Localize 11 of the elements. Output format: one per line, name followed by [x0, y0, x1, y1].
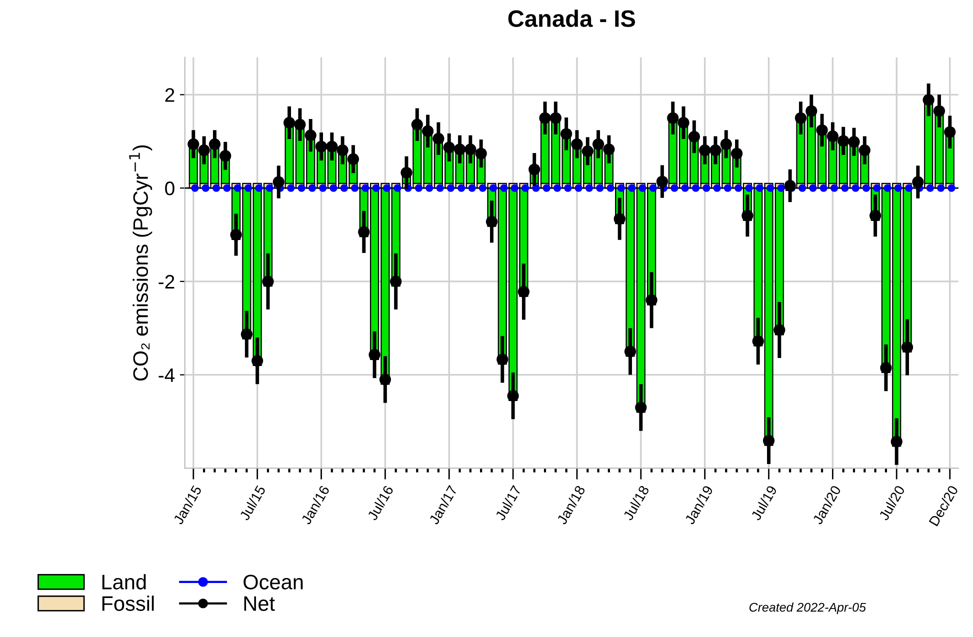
legend-label: Net [244, 596, 275, 611]
chart-title: Canada - IS [508, 10, 636, 28]
legend-label: Ocean [244, 574, 303, 590]
y-tick-label: 0 [165, 182, 174, 196]
text: Created 2022-Apr-05 [749, 602, 866, 614]
y-tick-label: 2 [165, 88, 174, 102]
legend-label: Land [102, 574, 146, 590]
y-tick-label: -2 [158, 274, 174, 288]
y-tick-label: -4 [158, 368, 175, 382]
y-axis-title: CO₂ emissions (PgCyr$^{−1}$) [129, 145, 152, 381]
legend-label: Fossil [102, 596, 154, 611]
